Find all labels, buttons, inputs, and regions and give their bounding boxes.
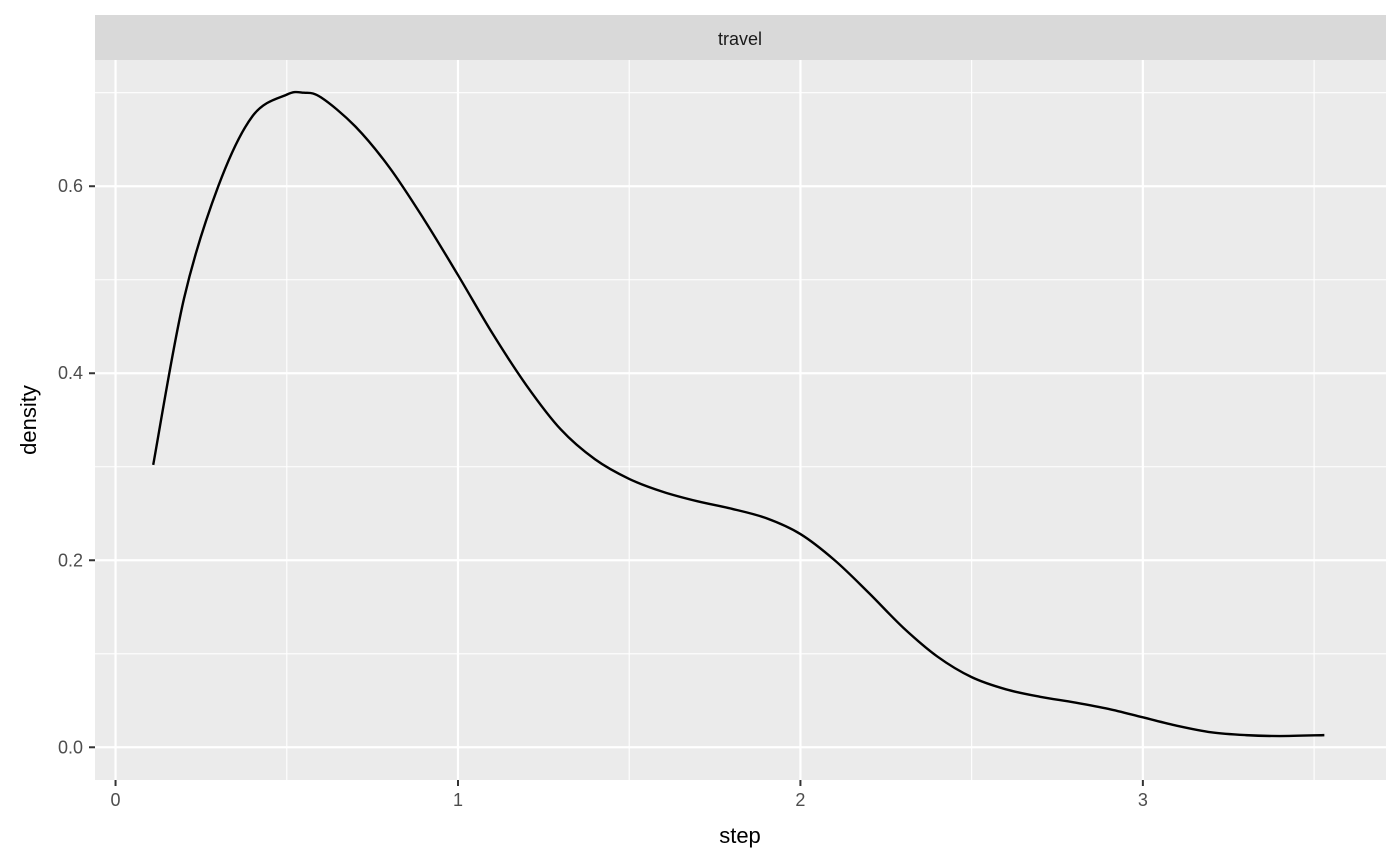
strip-background bbox=[95, 15, 1386, 60]
y-tick-label: 0.4 bbox=[58, 363, 83, 383]
x-axis-title: step bbox=[719, 823, 761, 848]
y-tick-label: 0.2 bbox=[58, 550, 83, 570]
x-axis: 0 1 2 3 bbox=[111, 780, 1148, 810]
x-tick-label: 1 bbox=[453, 790, 463, 810]
y-tick-label: 0.0 bbox=[58, 737, 83, 757]
major-gridlines bbox=[95, 60, 1386, 780]
plot-panel bbox=[95, 60, 1386, 780]
facet-strip-label: travel bbox=[718, 29, 762, 49]
y-axis: 0.0 0.2 0.4 0.6 bbox=[58, 176, 95, 757]
y-axis-title: density bbox=[16, 385, 41, 455]
density-curve bbox=[152, 90, 1325, 738]
x-tick-label: 0 bbox=[111, 790, 121, 810]
x-tick-label: 2 bbox=[795, 790, 805, 810]
y-tick-label: 0.6 bbox=[58, 176, 83, 196]
x-tick-label: 3 bbox=[1138, 790, 1148, 810]
